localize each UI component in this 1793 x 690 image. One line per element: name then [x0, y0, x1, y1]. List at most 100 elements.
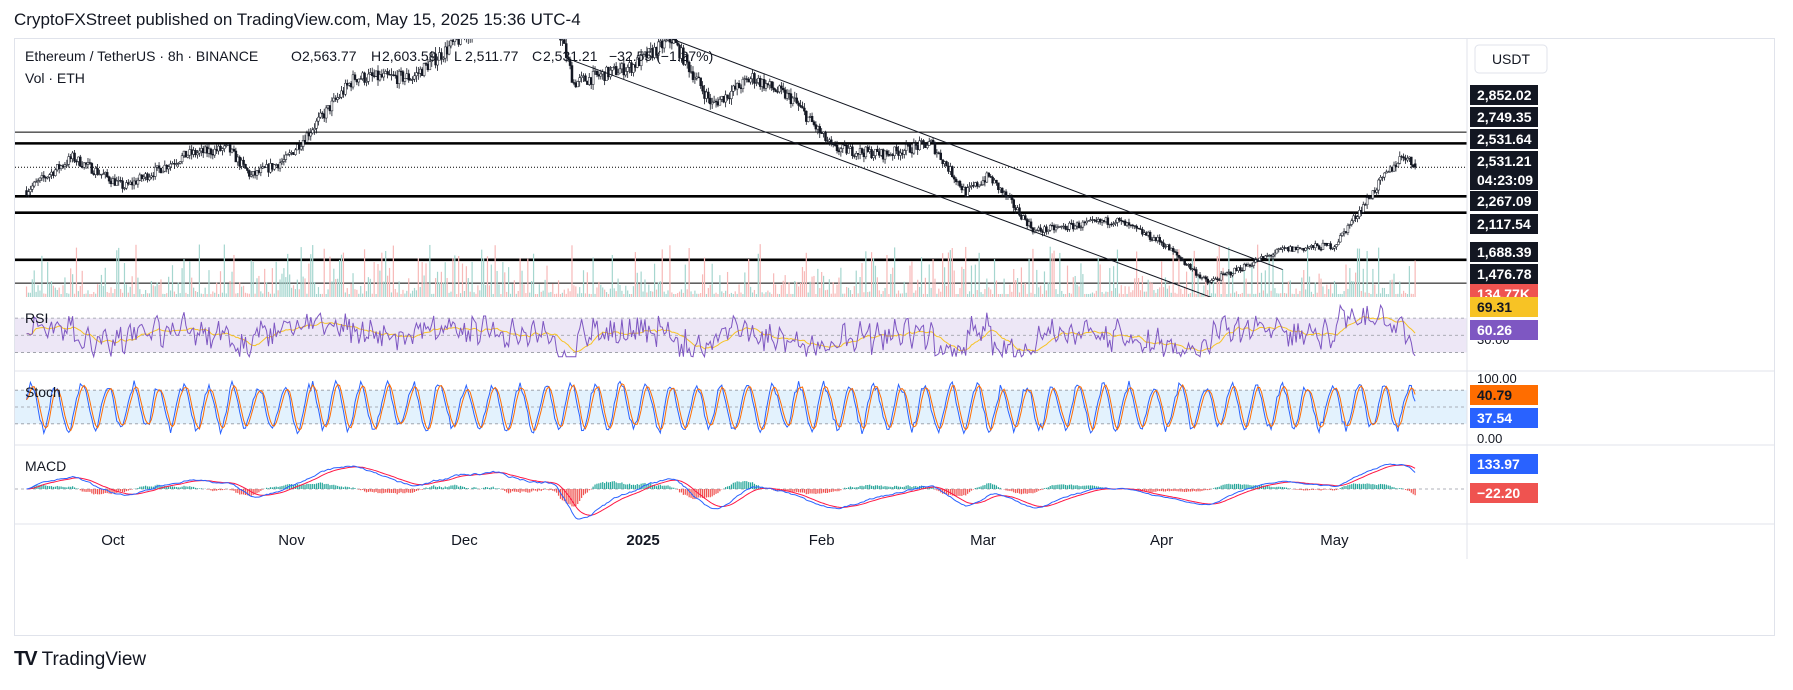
- volume-bar: [1266, 293, 1268, 297]
- macd-hist-bar: [1268, 486, 1270, 489]
- volume-bar: [771, 293, 773, 297]
- candle-body: [952, 176, 956, 180]
- macd-hist-bar: [1022, 489, 1024, 494]
- macd-hist-bar: [732, 482, 734, 489]
- candle-body: [184, 150, 188, 158]
- volume-bar: [100, 274, 103, 297]
- macd-hist-bar: [98, 489, 101, 495]
- candle-body: [693, 78, 697, 80]
- macd-hist-bar: [803, 489, 805, 493]
- macd-hist-bar: [1226, 484, 1228, 489]
- candle-body: [580, 75, 583, 78]
- volume-bar: [653, 263, 656, 297]
- macd-hist-bar: [314, 484, 316, 489]
- macd-hist-bar: [183, 485, 185, 489]
- candle-body: [363, 72, 366, 83]
- candle-body: [153, 166, 157, 177]
- volume-bar: [1128, 286, 1130, 297]
- volume-bar: [684, 264, 686, 297]
- macd-hist-bar: [1209, 489, 1211, 490]
- volume-bar: [1086, 293, 1088, 297]
- volume-bar: [102, 285, 104, 297]
- ohlc-label-2: L: [454, 48, 462, 64]
- volume-bar: [817, 268, 819, 297]
- volume-bar: [1132, 290, 1134, 297]
- macd-hist-bar: [79, 489, 81, 491]
- macd-hist-bar: [890, 486, 892, 489]
- macd-hist-bar: [905, 485, 907, 489]
- macd-hist-bar: [1040, 489, 1042, 491]
- volume-bar: [73, 293, 76, 297]
- macd-hist-bar: [242, 489, 245, 495]
- volume-bar: [830, 293, 832, 297]
- macd-hist-bar: [1237, 483, 1240, 489]
- macd-hist-bar: [1274, 487, 1276, 489]
- macd-hist-bar: [1374, 484, 1376, 489]
- candle-body: [286, 154, 289, 156]
- candle-body: [1377, 179, 1380, 191]
- volume-bar: [573, 285, 575, 297]
- volume-bar: [33, 270, 35, 297]
- macd-hist-bar: [346, 486, 348, 489]
- candle-body: [803, 107, 806, 112]
- macd-hist-bar: [600, 482, 602, 489]
- volume-bar: [404, 293, 406, 297]
- volume-bar: [905, 292, 907, 297]
- volume-bar: [786, 293, 788, 297]
- macd-hist-bar: [573, 489, 575, 507]
- candle-body: [622, 63, 626, 76]
- candle-body: [618, 68, 622, 74]
- volume-bar: [1249, 293, 1251, 297]
- candle-body: [1321, 242, 1325, 250]
- candle-body: [1012, 199, 1015, 208]
- price-label-bg: [1470, 242, 1538, 262]
- candle-body: [885, 150, 889, 155]
- volume-bar: [901, 293, 903, 297]
- macd-hist-bar: [607, 482, 610, 489]
- volume-bar: [959, 288, 961, 297]
- volume-bar: [1218, 245, 1220, 297]
- macd-hist-bar: [961, 489, 963, 496]
- macd-hist-bar: [913, 486, 915, 489]
- macd-hist-bar: [1038, 489, 1040, 491]
- volume-bar: [717, 293, 719, 297]
- volume-bar: [659, 281, 661, 297]
- volume-bar: [698, 293, 700, 297]
- macd-hist-bar: [252, 489, 254, 495]
- macd-hist-bar: [442, 487, 444, 489]
- macd-hist-bar: [254, 489, 256, 495]
- volume-bar: [1395, 293, 1397, 297]
- volume-bar: [1199, 293, 1201, 297]
- volume-bar: [821, 271, 823, 297]
- volume-bar: [965, 246, 967, 297]
- macd-hist-bar: [1041, 489, 1044, 490]
- volume-bar: [492, 293, 494, 297]
- macd-hist-bar: [1333, 489, 1336, 491]
- volume-bar: [321, 293, 323, 297]
- macd-hist-bar: [917, 486, 919, 489]
- price-label-bg: [1470, 151, 1538, 171]
- volume-bar: [354, 289, 356, 297]
- volume-bar: [1038, 287, 1040, 297]
- volume-bar: [362, 293, 364, 297]
- macd-hist-bar: [586, 489, 588, 493]
- candle-body: [27, 191, 30, 196]
- macd-hist-bar: [461, 486, 464, 489]
- price-chart[interactable]: Ethereum / TetherUS · 8h · BINANCE O 2,563…: [15, 39, 1774, 635]
- volume-bar: [504, 272, 506, 297]
- volume-bars: [25, 244, 1416, 297]
- macd-hist-bar: [531, 489, 533, 492]
- macd-hist-bar: [853, 487, 855, 489]
- candle-body: [1356, 216, 1359, 219]
- volume-bar: [110, 287, 112, 297]
- macd-hist-bar: [435, 486, 437, 489]
- candle-body: [255, 170, 259, 176]
- volume-bar: [496, 270, 498, 297]
- macd-hist-bar: [87, 489, 89, 492]
- volume-bar: [990, 289, 992, 297]
- macd-hist-bar: [258, 489, 260, 493]
- macd-hist-bar: [358, 489, 360, 490]
- macd-hist-bar: [1410, 489, 1412, 493]
- volume-bar: [629, 293, 631, 297]
- volume-bar: [346, 288, 348, 297]
